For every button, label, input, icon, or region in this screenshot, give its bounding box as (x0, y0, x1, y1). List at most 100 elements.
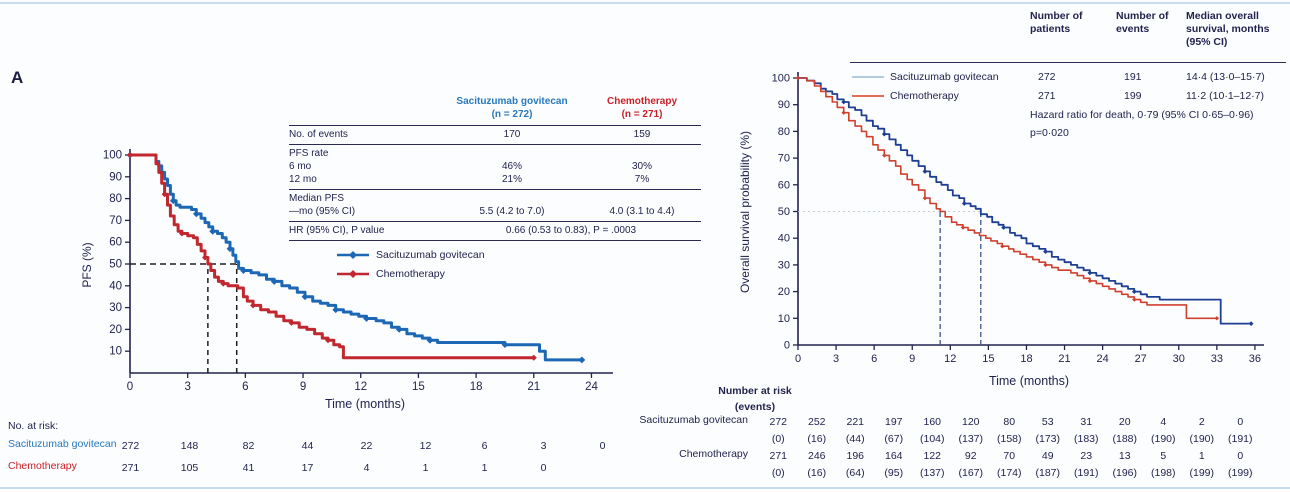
risk-count: 271 (121, 462, 140, 474)
risk-count: 0 (199) (1227, 450, 1253, 479)
risk-count: 13 (196) (1112, 450, 1137, 479)
rate-6mo-ct: 30% (631, 161, 652, 172)
risk-count: 0 (540, 462, 547, 474)
x-tick-label: 6 (242, 381, 248, 393)
col-number-of-patients: Number of patients (1030, 10, 1083, 35)
y-tick-label: 90 (109, 171, 122, 183)
pfs-table-events-row: No. of events 170 159 (289, 126, 701, 145)
risk-count: 82 (242, 440, 255, 452)
os-patients-sacituzumab: 272 (1038, 71, 1056, 83)
os-at-risk-title: Number at risk (718, 385, 792, 397)
col-median-os: Median overall survival, months (95% CI) (1186, 10, 1270, 48)
risk-count: 2 (190) (1189, 416, 1214, 445)
risk-count: 49 (187) (1035, 450, 1060, 479)
risk-count: 3 (540, 440, 547, 452)
chemotherapy-line-marker-icon (337, 268, 369, 280)
y-tick-label: 70 (778, 153, 790, 165)
os-risk-label-chemotherapy: Chemotherapy (679, 448, 748, 460)
km-curve-sacituzumab-govitecan (798, 77, 1252, 325)
rate-6mo-sg: 46% (501, 161, 522, 172)
risk-count: 160 (104) (919, 416, 945, 445)
risk-count: 122 (137) (919, 450, 945, 479)
x-tick-label: 30 (1173, 353, 1185, 365)
os-hazard-ratio-line1: Hazard ratio for death, 0·79 (95% CI 0·6… (1030, 109, 1254, 121)
panel-a-label: A (11, 68, 24, 87)
risk-count: 252 (16) (807, 416, 827, 445)
median-pfs-ct: 4.0 (3.1 to 4.4) (609, 206, 675, 217)
x-tick-label: 9 (300, 381, 306, 393)
risk-count: 164 (95) (884, 450, 904, 479)
y-tick-label: 70 (109, 215, 122, 227)
risk-count: 53 (173) (1035, 416, 1060, 445)
x-tick-label: 36 (1249, 353, 1261, 365)
y-tick-label: 50 (778, 206, 790, 218)
hazard-ratio-row: HR (95% CI), P value 0.66 (0.53 to 0.83)… (289, 222, 701, 241)
x-tick-label: 3 (833, 353, 839, 365)
y-tick-label: 0 (784, 340, 790, 352)
risk-count: 41 (242, 462, 255, 474)
y-tick-label: 50 (109, 259, 122, 271)
risk-counts-sacituzumab: 272 148 82 44 22 12 6 3 0 (101, 438, 632, 455)
risk-count: 196 (64) (845, 450, 865, 479)
rate-12mo-sg: 21% (501, 174, 522, 185)
x-tick-label: 12 (944, 353, 956, 365)
pfs-km-chart: 10 20 30 40 50 60 70 80 90 100 0 3 6 9 12 15 18 21 24 (103, 149, 613, 393)
median-pfs-group: Median PFS —mo (95% CI) 5.5 (4.2 to 7.0)… (289, 190, 701, 222)
os-legend-label-sacituzumab: Sacituzumab govitecan (890, 71, 999, 83)
x-tick-label: 9 (909, 353, 915, 365)
x-tick-label: 0 (795, 353, 801, 365)
hr-value: 0.66 (0.53 to 0.83), P = .0003 (505, 225, 637, 236)
risk-counts-chemotherapy: 271 105 41 17 4 1 1 0 (101, 460, 632, 477)
y-tick-label: 20 (109, 324, 122, 336)
os-events-chemotherapy: 199 (1124, 90, 1142, 102)
risk-count: 22 (360, 440, 373, 452)
pfs-legend: Sacituzumab govitecan Chemotherapy (337, 245, 485, 283)
y-tick-label: 30 (109, 302, 122, 314)
risk-count: 31 (183) (1073, 416, 1099, 445)
y-tick-label: 80 (109, 193, 122, 205)
x-tick-label: 18 (1020, 353, 1032, 365)
sacituzumab-line-icon (852, 70, 884, 82)
x-tick-label: 27 (1135, 353, 1147, 365)
y-tick-label: 10 (109, 346, 122, 358)
risk-count: 1 (199) (1189, 450, 1214, 479)
y-tick-label: 40 (778, 233, 790, 245)
rate-12mo-ct: 7% (634, 174, 650, 185)
no-of-events-sg: 170 (503, 129, 521, 140)
pfs-rate-group: PFS rate 6 mo 46% 30% 12 mo 21% 7% (289, 145, 701, 190)
median-pfs-label: Median PFS (289, 193, 345, 204)
x-tick-label: 12 (354, 381, 367, 393)
risk-count: 1 (422, 462, 429, 474)
sacituzumab-line-marker-icon (337, 249, 369, 261)
median-unit-label: —mo (95% CI) (289, 206, 356, 217)
risk-label-chemotherapy: Chemotherapy (8, 460, 77, 472)
pfs-rate-label: PFS rate (289, 148, 329, 159)
risk-count: 272 (121, 440, 140, 452)
rate-12mo-label: 12 mo (289, 174, 317, 185)
x-tick-label: 24 (585, 381, 598, 393)
risk-count: 20 (188) (1112, 416, 1137, 445)
os-risk-counts-sacituzumab: 272 (0) 252 (16) 221 (44) 197 (67) 160 (104) 120 (1… (759, 414, 1261, 448)
y-tick-label: 30 (778, 259, 790, 271)
top-frame-line (0, 2, 1290, 4)
rate-6mo-label: 6 mo (289, 161, 312, 172)
y-tick-label: 60 (778, 179, 790, 191)
risk-count: 70 (174) (996, 450, 1022, 479)
risk-count (573, 460, 632, 477)
risk-count: 148 (180, 440, 199, 452)
os-risk-counts-chemotherapy: 271 (0) 246 (16) 196 (64) 164 (95) 122 (137) 92 (16… (759, 448, 1261, 482)
pfs-table-header-chemotherapy: Chemotherapy (n = 271) (606, 96, 677, 120)
os-median-sacituzumab: 14·4 (13·0–15·7) (1186, 71, 1265, 83)
os-at-risk-subtitle: (events) (734, 401, 776, 413)
legend-label-chemotherapy: Chemotherapy (376, 267, 445, 280)
pfs-table-header-sacituzumab: Sacituzumab govitecan (n = 272) (456, 96, 568, 120)
y-tick-label: 10 (778, 313, 790, 325)
pfs-table-header-row: Sacituzumab govitecan (n = 272) Chemothe… (289, 95, 701, 126)
median-pfs-sg: 5.5 (4.2 to 7.0) (479, 206, 545, 217)
risk-count: 271 (0) (769, 450, 788, 479)
risk-count: 44 (301, 440, 314, 452)
y-tick-label: 100 (103, 150, 122, 162)
risk-count: 105 (180, 462, 199, 474)
